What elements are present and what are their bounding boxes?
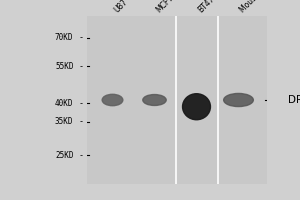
Text: -: - bbox=[79, 62, 84, 71]
Text: 40KD: 40KD bbox=[55, 99, 74, 108]
Text: -: - bbox=[79, 99, 84, 108]
Ellipse shape bbox=[102, 94, 123, 106]
Ellipse shape bbox=[224, 93, 254, 107]
Text: 70KD: 70KD bbox=[55, 33, 74, 42]
Text: -: - bbox=[79, 33, 84, 42]
Text: MCF7: MCF7 bbox=[154, 0, 176, 14]
Text: Mouse brain: Mouse brain bbox=[238, 0, 278, 14]
Text: 35KD: 35KD bbox=[55, 117, 74, 126]
Ellipse shape bbox=[182, 94, 211, 120]
Text: -: - bbox=[79, 117, 84, 126]
Text: 55KD: 55KD bbox=[55, 62, 74, 71]
Text: BT474: BT474 bbox=[196, 0, 220, 14]
Text: -: - bbox=[79, 151, 84, 160]
Text: 25KD: 25KD bbox=[55, 151, 74, 160]
Text: DRD1: DRD1 bbox=[288, 95, 300, 105]
Text: U87: U87 bbox=[112, 0, 130, 14]
Ellipse shape bbox=[143, 95, 166, 105]
